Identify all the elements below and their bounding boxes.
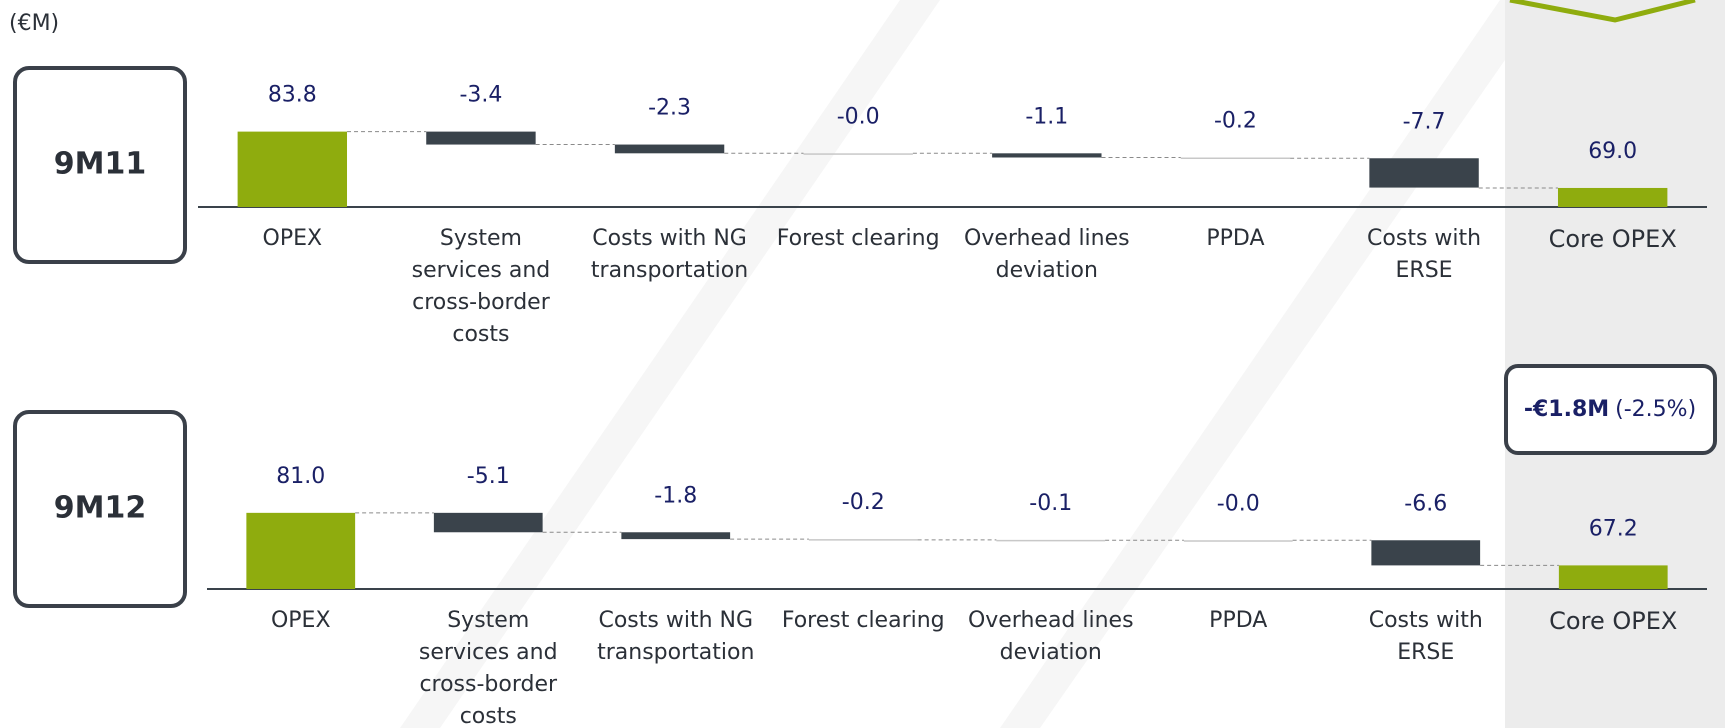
bar <box>246 512 356 589</box>
value-label: 67.2 <box>1589 516 1638 541</box>
value-label: -0.0 <box>837 104 880 129</box>
category-label: PPDA <box>1206 226 1265 251</box>
category-label: OPEX <box>262 226 323 251</box>
annotation: -€1.8M (-2.5%) <box>1524 397 1696 422</box>
category-label: Costs with ERSE <box>1367 226 1482 283</box>
category-label: System services and cross-border costs <box>418 608 558 728</box>
category-label: Core OPEX <box>1549 607 1678 635</box>
value-label: -2.3 <box>648 96 691 121</box>
bar <box>992 153 1102 158</box>
chart-title: 9M12 <box>54 491 146 526</box>
annotation-box <box>1504 364 1717 455</box>
bar <box>426 131 536 145</box>
category-label: Costs with ERSE <box>1368 608 1483 665</box>
bar <box>1558 565 1668 589</box>
bar <box>1369 158 1479 188</box>
category-label: Core OPEX <box>1548 225 1677 253</box>
category-label: Costs with NG transportation <box>597 608 755 665</box>
category-label: Forest clearing <box>776 226 940 251</box>
value-label: -1.8 <box>654 483 697 508</box>
bar <box>996 539 1106 542</box>
value-label: 83.8 <box>268 83 317 108</box>
bar <box>614 144 725 154</box>
value-label: -5.1 <box>467 464 510 489</box>
unit-label: (€M) <box>9 11 59 36</box>
value-label: -0.0 <box>1217 491 1260 516</box>
chart-label-box <box>13 66 187 264</box>
category-label: Forest clearing <box>781 608 945 633</box>
bar <box>808 539 918 541</box>
value-label: 81.0 <box>276 464 325 489</box>
value-label: 69.0 <box>1588 139 1637 164</box>
category-label: OPEX <box>270 608 331 633</box>
category-label: PPDA <box>1209 608 1268 633</box>
bar <box>1183 540 1293 542</box>
category-label: Costs with NG transportation <box>590 226 749 283</box>
bar <box>1557 187 1668 207</box>
decor-stripe <box>400 0 940 728</box>
category-label: Overhead lines deviation <box>964 226 1130 283</box>
value-label: -1.1 <box>1025 104 1068 129</box>
value-label: -6.6 <box>1404 491 1447 516</box>
category-label: Overhead lines deviation <box>967 608 1134 665</box>
bar <box>1180 157 1291 159</box>
chart-title: 9M11 <box>54 147 146 182</box>
chevron <box>1509 0 1696 23</box>
category-label: System services and cross-border costs <box>411 226 551 347</box>
bar <box>1371 540 1481 566</box>
value-label: -0.2 <box>842 490 885 515</box>
value-label: -7.7 <box>1403 109 1446 134</box>
bar <box>237 131 348 207</box>
value-label: -3.4 <box>459 83 502 108</box>
bar <box>803 153 913 155</box>
value-label: -0.1 <box>1029 491 1072 516</box>
chart-label-box <box>13 410 187 608</box>
bar <box>621 532 731 540</box>
bar <box>433 512 543 533</box>
value-label: -0.2 <box>1214 109 1257 134</box>
